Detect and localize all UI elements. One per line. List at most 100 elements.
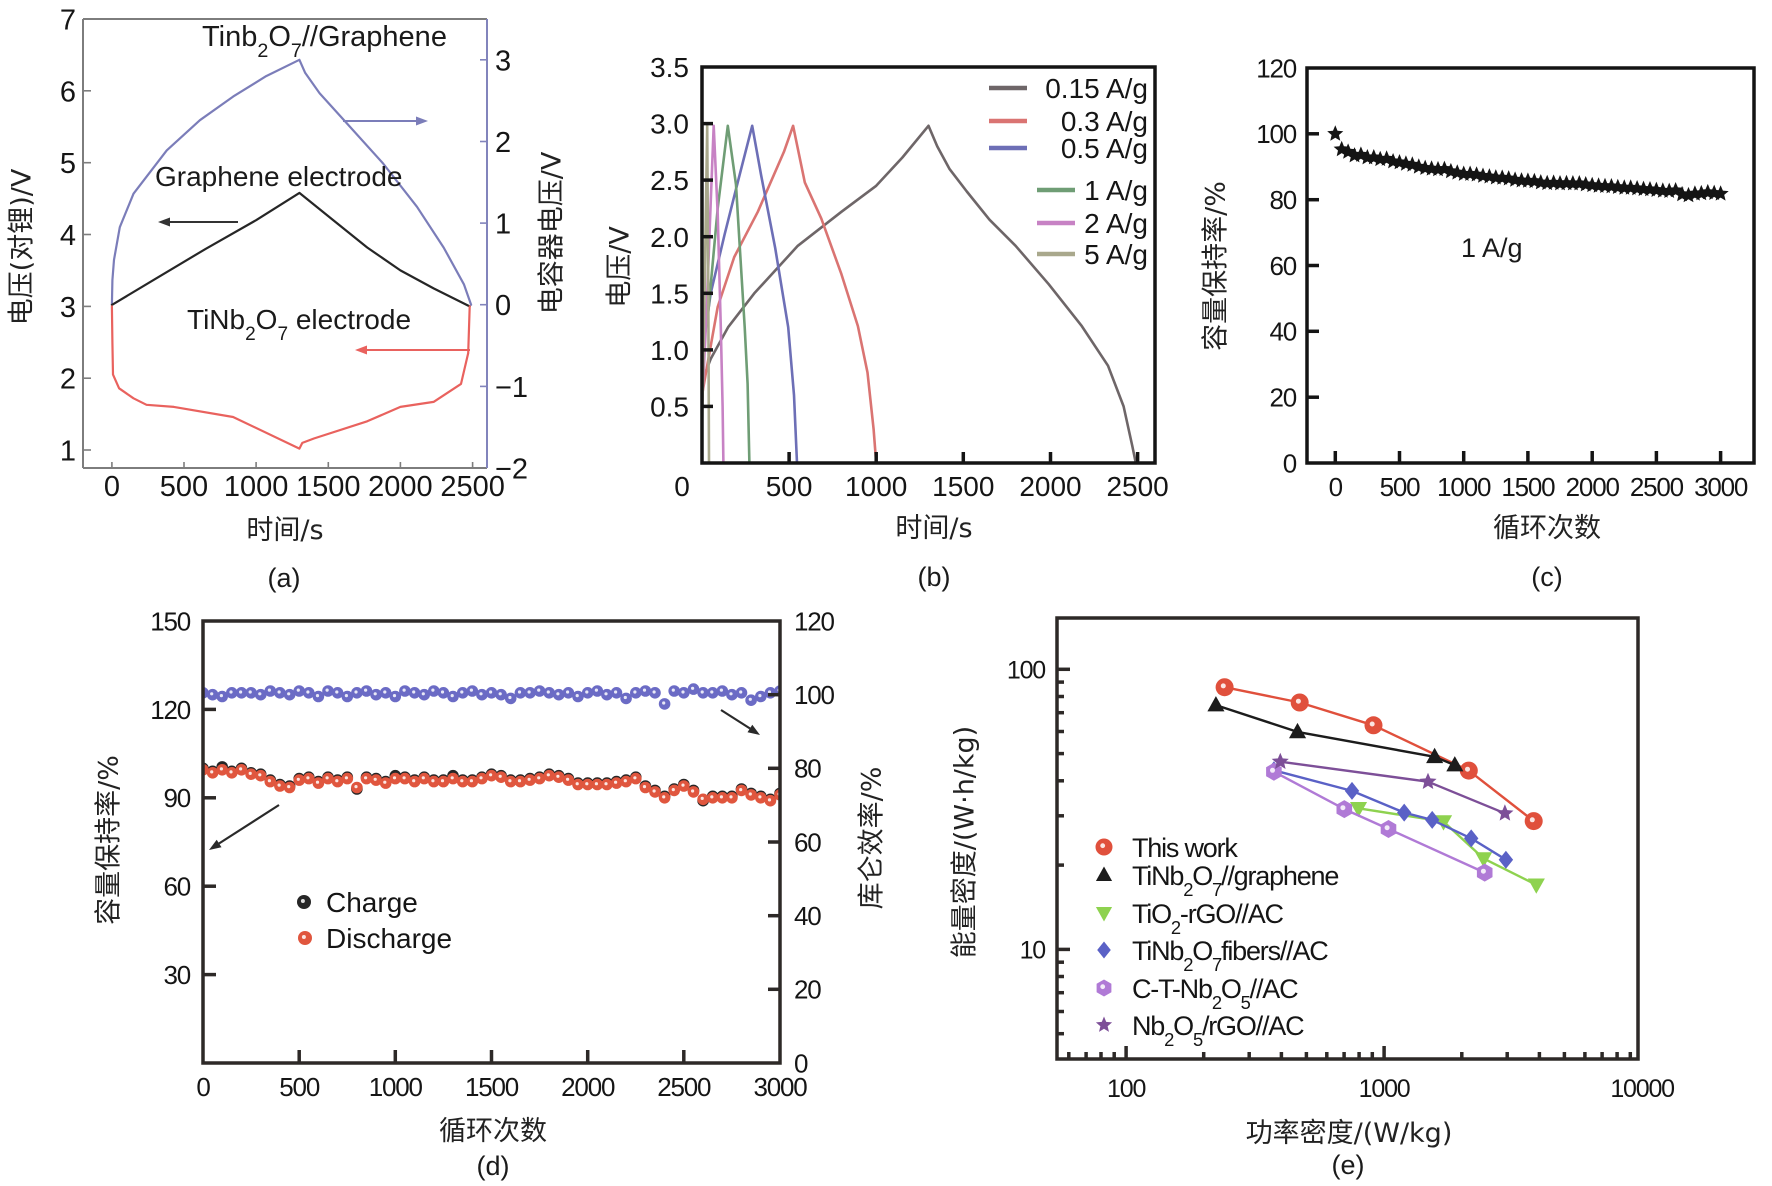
legend-item-1-a-g: 1 A/g — [1037, 175, 1148, 206]
panel-c-plot-area — [1327, 125, 1729, 203]
marker-highlight — [1529, 817, 1535, 823]
panel-d-y2-tick-label: 100 — [794, 680, 835, 710]
panel-e-series-nb2o5-rgo-ac — [1271, 752, 1514, 821]
panel-b-y-tick-label: 3.5 — [650, 52, 689, 83]
marker-highlight — [440, 779, 445, 783]
marker-highlight — [1220, 683, 1226, 689]
panel-d-legend: Charge Discharge — [297, 887, 452, 954]
panel-e-marker-tinb2o7-graphene — [1426, 747, 1444, 764]
panel-b-x-tick-label: 1000 — [845, 471, 907, 502]
marker-highlight — [210, 770, 214, 774]
marker-highlight — [758, 694, 762, 698]
marker-highlight — [748, 697, 752, 701]
legend-label: 2 A/g — [1084, 208, 1148, 239]
panel-d-y2label: 库仑效率/% — [857, 767, 888, 910]
panel-b-xlabel: 时间/s — [895, 513, 972, 544]
panel-d-y-tick-label: 120 — [150, 695, 191, 725]
marker-highlight — [652, 690, 656, 694]
arrow-head-icon — [209, 839, 222, 850]
panel-e-marker-tio2-rgo-ac — [1435, 815, 1453, 831]
panel-b-series-0-5-a-g — [702, 124, 799, 463]
arrow-to-right-axis — [343, 116, 428, 126]
panel-a-x-tick-label: 500 — [160, 471, 208, 503]
legend-item-0-5-a-g: 0.5 A/g — [989, 133, 1148, 164]
marker-highlight — [594, 782, 599, 786]
panel-e-series-tio2-rgo-ac — [1350, 802, 1545, 894]
legend-item-charge: Charge — [297, 887, 418, 918]
marker-highlight — [344, 776, 348, 780]
marker-highlight — [248, 771, 252, 776]
marker-highlight — [373, 692, 377, 696]
marker-highlight — [421, 692, 425, 696]
marker-highlight — [556, 774, 560, 778]
panel-a-y2-tick-label: 3 — [495, 45, 511, 77]
panel-d-ylabel: 容量保持率/% — [94, 755, 125, 925]
panel-d-y-tick-label: 90 — [163, 783, 190, 813]
panel-e-chart-layer: 100 1000 10000 10 100 This workTiNb2O7//graph… — [1007, 616, 1675, 1103]
panel-c-label: (c) — [1531, 562, 1562, 592]
panel-b-y-tick-label: 2.0 — [650, 222, 689, 253]
marker-highlight — [537, 776, 541, 780]
marker-highlight — [421, 776, 425, 780]
panel-e-marker-tinb2o7-graphene — [1289, 722, 1307, 739]
marker-highlight — [267, 688, 271, 692]
panel-d-y2-tick-label: 120 — [794, 606, 835, 636]
panel-b-series-0-15-a-g — [702, 124, 1138, 463]
legend-label: Charge — [326, 887, 418, 918]
marker-highlight — [527, 777, 531, 781]
panel-a-x-tick-label: 2500 — [440, 471, 505, 503]
panel-e-series-line-tinb2o7fibers-ac — [1272, 769, 1508, 861]
panel-e-marker-nb2o5-rgo-ac — [1271, 752, 1289, 769]
panel-a-x-tick-label: 1500 — [296, 471, 361, 503]
panel-e-y-tick-label: 100 — [1007, 656, 1045, 684]
marker-highlight — [633, 690, 637, 694]
marker-highlight — [1295, 698, 1301, 704]
panel-c-x-tick-label: 3000 — [1694, 472, 1748, 502]
marker-highlight — [758, 795, 762, 799]
legend-item-0-15-a-g: 0.15 A/g — [989, 73, 1148, 104]
legend-marker — [1095, 1016, 1113, 1032]
marker-highlight — [469, 688, 473, 692]
marker-highlight — [412, 779, 416, 783]
panel-b-x-tick-label: 0 — [674, 471, 690, 502]
panel-e-ylabel: 能量密度/(W·h/kg) — [950, 726, 981, 958]
panel-b-chart-layer: 0 500 1000 1500 2000 2500 0.5 1.0 1.5 2.0 2.5 3.0 3.… — [650, 52, 1169, 502]
panel-c-annotation: 1 A/g — [1461, 233, 1523, 263]
legend-label: TiNb2O7fibers//AC — [1132, 936, 1328, 975]
panel-e-marker-tinb2o7fibers-ac — [1397, 803, 1412, 822]
panel-b-series-line-0-3-a-g — [702, 124, 878, 463]
panel-d-arrows — [209, 709, 760, 850]
marker-highlight — [460, 690, 464, 694]
panel-a-x-tick-label: 2000 — [368, 471, 433, 503]
marker-highlight — [1100, 984, 1106, 990]
marker-highlight — [479, 776, 483, 780]
panel-c-x-tick-label: 1000 — [1437, 472, 1491, 502]
marker-highlight — [392, 776, 397, 780]
marker-highlight — [1369, 721, 1375, 727]
panel-e-label: (e) — [1332, 1150, 1365, 1180]
panel-a-x-tick-label: 0 — [104, 471, 120, 503]
marker-highlight — [719, 688, 724, 692]
marker-highlight — [450, 694, 454, 698]
panel-b-legend: 0.15 A/g0.3 A/g0.5 A/g 1 A/g2 A/g5 A/g — [989, 73, 1148, 270]
panel-d-x-tick-label: 1000 — [369, 1072, 423, 1102]
marker-highlight — [325, 776, 329, 780]
marker-highlight — [729, 692, 733, 696]
marker-highlight — [546, 773, 550, 777]
panel-b-series-line-0-5-a-g — [702, 124, 799, 463]
panel-d-xlabel: 循环次数 — [439, 1116, 547, 1147]
panel-c-y-tick-label: 60 — [1269, 251, 1296, 281]
panel-d-y-tick-label: 60 — [163, 872, 190, 902]
marker-highlight — [296, 777, 300, 781]
legend-label: Nb2O5/rGO//AC — [1132, 1011, 1304, 1050]
panel-b-x-tick-label: 2000 — [1019, 471, 1081, 502]
panel-c-marker-1-a-g — [1596, 177, 1614, 193]
panel-e-frame — [1055, 616, 1640, 1061]
marker-highlight — [517, 779, 522, 783]
legend-marker — [1095, 907, 1113, 922]
panel-c-x-tick-label: 2000 — [1566, 472, 1620, 502]
panel-a-y2label: 电容器电压/V — [537, 151, 568, 314]
panel-a-series-tinb2o7-electrode — [110, 305, 471, 450]
panel-a-plot-area — [110, 58, 473, 450]
panel-e-x-tick-label: 1000 — [1359, 1075, 1410, 1103]
